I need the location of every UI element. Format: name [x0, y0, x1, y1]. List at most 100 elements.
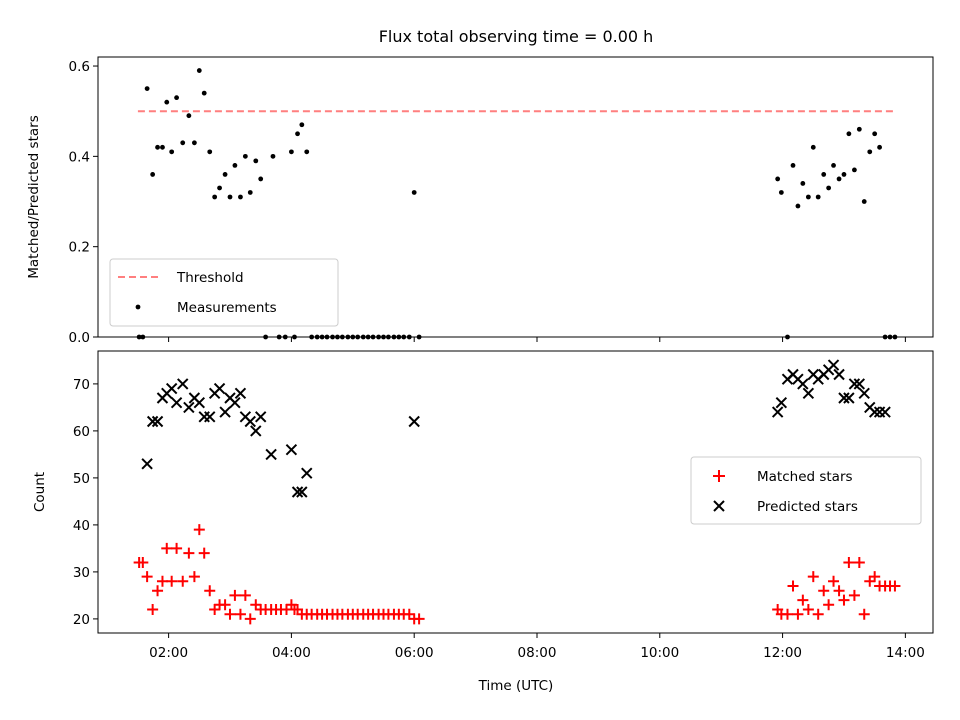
measurement-point [877, 144, 882, 150]
matched-star-point [787, 580, 799, 592]
predicted-star-point [833, 368, 845, 381]
matched-star-point [244, 613, 256, 625]
measurement-point [191, 140, 197, 146]
matched-star-point [219, 599, 231, 611]
matched-star-point [848, 589, 860, 601]
ratio-y-tick-label: 0.6 [69, 59, 90, 75]
matched-star-point [869, 571, 881, 583]
measurement-point [289, 149, 294, 155]
measurement-point [826, 185, 832, 191]
measurement-point [810, 144, 816, 150]
matched-legend-swatch [713, 470, 725, 482]
count-y-label: Count [32, 472, 48, 512]
matched-star-point [204, 585, 216, 597]
matched-star-point [147, 604, 159, 615]
matched-star-point [229, 589, 241, 601]
count-y-tick-label: 50 [73, 471, 90, 487]
measurement-point [411, 190, 417, 195]
predicted-star-point [265, 448, 277, 461]
predicted-star-point [204, 411, 216, 423]
matched-star-point [833, 585, 845, 597]
count-axes-frame [97, 350, 934, 634]
measurement-point [295, 131, 300, 137]
measurement-point [795, 203, 801, 209]
measurement-point [304, 149, 310, 155]
predicted-star-point [771, 406, 784, 418]
ratio-y-tick-label: 0.0 [69, 330, 90, 346]
ratio-y-tick-label: 0.2 [69, 240, 90, 256]
measurement-point [270, 153, 276, 159]
measurement-point [846, 131, 852, 137]
count-y-tick-label: 60 [73, 424, 90, 440]
matched-star-point [193, 524, 205, 536]
matched-star-point [823, 599, 835, 611]
measurement-point [160, 144, 165, 150]
matched-star-point [239, 589, 251, 601]
predicted-star-point [848, 378, 861, 390]
count-y-axis: 20 30 40 50 60 70 [73, 377, 98, 628]
matched-star-point [853, 557, 865, 568]
matched-star-point [156, 575, 168, 587]
count-x-tick-label: 10:00 [640, 645, 679, 661]
predicted-star-point [170, 396, 183, 409]
predicted-star-point [146, 415, 159, 428]
measurement-point [852, 167, 857, 173]
predicted-star-point [802, 387, 815, 400]
matched-star-point [177, 575, 189, 587]
count-x-axis: 02:00 04:00 06:00 08:00 10:00 12:00 14:00 [149, 633, 925, 661]
count-data-layer [133, 359, 901, 625]
predicted-legend-swatch [713, 500, 725, 512]
predicted-star-point [141, 458, 153, 470]
measurement-point [242, 153, 248, 159]
matched-star-point [818, 585, 830, 597]
measurements-legend-swatch [135, 304, 141, 310]
measurement-point [207, 149, 213, 155]
measurement-point [831, 162, 836, 168]
predicted-star-point [858, 387, 870, 400]
measurement-point [247, 190, 253, 195]
matched-star-point [209, 604, 221, 615]
matched-star-point [812, 608, 824, 620]
predicted-star-point [296, 486, 308, 498]
matched-star-point [807, 571, 819, 583]
predicted-star-point [838, 392, 850, 404]
predicted-star-point [879, 406, 891, 418]
predicted-star-point [301, 467, 313, 479]
ratio-panel: 0.0 0.2 0.4 0.6 Matched/Predicted stars Thr… [26, 56, 934, 346]
predicted-legend-label: Predicted stars [757, 499, 858, 515]
predicted-star-point [250, 425, 262, 437]
matched-star-point [137, 557, 149, 568]
predicted-star-point [198, 411, 210, 423]
measurement-point [253, 158, 259, 164]
measurement-point [867, 149, 873, 155]
measurement-point [155, 144, 160, 150]
matched-star-point [858, 608, 870, 620]
measurements-legend-label: Measurements [177, 300, 277, 316]
predicted-star-point [868, 406, 881, 418]
measurement-point [841, 172, 847, 177]
measurement-point [169, 149, 175, 155]
count-y-tick-label: 20 [73, 612, 90, 628]
matched-star-point [781, 608, 793, 620]
count-x-tick-label: 12:00 [763, 645, 802, 661]
count-y-tick-label: 40 [73, 518, 90, 534]
measurement-point [144, 86, 150, 92]
matched-star-point [188, 571, 200, 583]
matched-star-point [234, 608, 246, 620]
matched-star-point [161, 542, 173, 554]
count-x-tick-label: 04:00 [272, 645, 311, 661]
measurement-point [227, 194, 233, 200]
measurement-point [836, 176, 842, 182]
measurement-point [222, 172, 228, 177]
count-y-tick-label: 70 [73, 377, 90, 393]
matched-legend-label: Matched stars [757, 469, 853, 485]
measurement-point [232, 162, 238, 168]
predicted-star-point [183, 401, 195, 414]
predicted-star-point [291, 486, 304, 498]
matched-star-point [250, 599, 262, 611]
measurement-point [800, 181, 806, 186]
x-axis-label: Time (UTC) [478, 678, 554, 694]
matched-star-point [843, 557, 855, 568]
measurement-point [180, 140, 186, 146]
predicted-star-point [229, 396, 241, 409]
